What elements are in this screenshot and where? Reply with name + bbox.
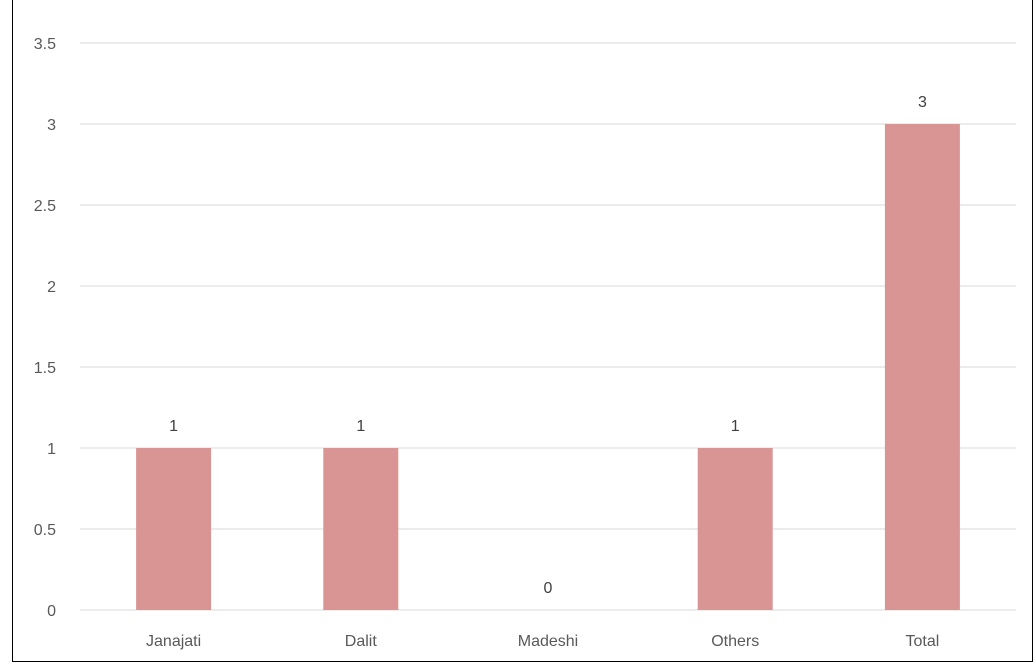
data-label: 0 (544, 580, 553, 597)
data-label: 1 (169, 418, 178, 435)
chart-frame (12, 0, 1033, 662)
data-label: 3 (918, 94, 927, 111)
y-tick-label: 2 (47, 279, 56, 296)
data-label: 1 (731, 418, 740, 435)
bar-janajati (136, 448, 212, 610)
x-tick-label: Others (711, 633, 759, 650)
y-tick-label: 1.5 (34, 360, 56, 377)
y-tick-label: 0.5 (34, 522, 56, 539)
x-tick-label: Dalit (345, 633, 378, 650)
y-tick-label: 1 (47, 441, 56, 458)
y-tick-label: 0 (47, 603, 56, 620)
x-tick-label: Janajati (146, 633, 201, 650)
data-label: 1 (356, 418, 365, 435)
bar-total (884, 124, 960, 610)
x-tick-label: Madeshi (518, 633, 578, 650)
y-tick-label: 2.5 (34, 198, 56, 215)
y-tick-label: 3 (47, 117, 56, 134)
bar-others (697, 448, 773, 610)
bar-dalit (323, 448, 399, 610)
x-tick-label: Total (906, 633, 940, 650)
y-tick-label: 3.5 (34, 36, 56, 53)
